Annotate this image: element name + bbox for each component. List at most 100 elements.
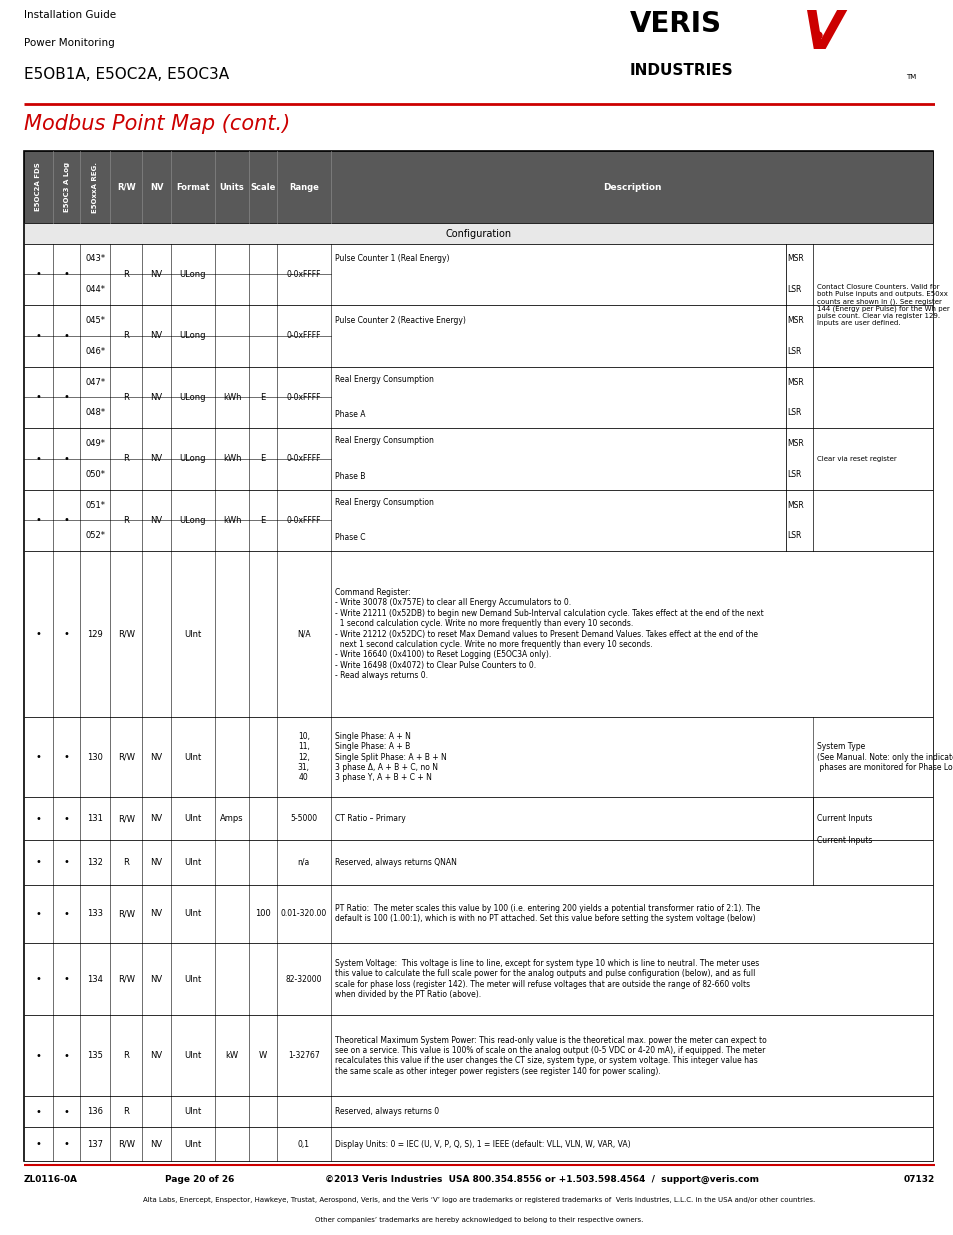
Text: R/W: R/W: [117, 814, 134, 823]
Text: 0-0xFFFF: 0-0xFFFF: [286, 516, 321, 525]
Text: R: R: [123, 331, 129, 341]
Text: NV: NV: [151, 454, 162, 463]
Text: 044*: 044*: [85, 285, 105, 294]
Text: UInt: UInt: [184, 630, 201, 638]
Text: •: •: [64, 974, 70, 984]
Text: Reserved, always returns 0: Reserved, always returns 0: [335, 1108, 438, 1116]
Text: NV: NV: [151, 393, 162, 401]
Text: •: •: [64, 1139, 70, 1149]
Text: ZL0116-0A: ZL0116-0A: [24, 1176, 78, 1184]
Text: MSR: MSR: [787, 440, 803, 448]
Text: MSR: MSR: [787, 500, 803, 510]
Text: Theoretical Maximum System Power: This read-only value is the theoretical max. p: Theoretical Maximum System Power: This r…: [335, 1036, 765, 1076]
Text: Pulse Counter 2 (Reactive Energy): Pulse Counter 2 (Reactive Energy): [335, 316, 465, 325]
Bar: [24, 1015, 932, 1095]
Text: UInt: UInt: [184, 1108, 201, 1116]
Text: R/W: R/W: [117, 974, 134, 983]
Text: NV: NV: [151, 974, 162, 983]
Text: Clear via reset register: Clear via reset register: [816, 456, 896, 462]
Text: •: •: [64, 331, 70, 341]
Text: E: E: [260, 454, 265, 463]
Text: 1-32767: 1-32767: [288, 1051, 319, 1060]
Text: R/W: R/W: [117, 752, 134, 762]
Text: NV: NV: [151, 270, 162, 279]
Bar: [24, 551, 932, 716]
Text: Page 20 of 26: Page 20 of 26: [165, 1176, 234, 1184]
Text: ©2013 Veris Industries  USA 800.354.8556 or +1.503.598.4564  /  support@veris.co: ©2013 Veris Industries USA 800.354.8556 …: [324, 1176, 758, 1184]
Text: System Voltage:  This voltage is line to line, except for system type 10 which i: System Voltage: This voltage is line to …: [335, 960, 759, 999]
Text: LSR: LSR: [787, 409, 801, 417]
Text: LSR: LSR: [787, 347, 801, 356]
Bar: [24, 243, 932, 305]
Text: MSR: MSR: [787, 254, 803, 263]
Text: Format: Format: [176, 183, 210, 191]
Text: Alta Labs, Enercept, Enspector, Hawkeye, Trustat, Aerospond, Veris, and the Veri: Alta Labs, Enercept, Enspector, Hawkeye,…: [143, 1197, 815, 1203]
Text: MSR: MSR: [787, 378, 803, 387]
Text: •: •: [35, 857, 41, 867]
Text: 82-32000: 82-32000: [285, 974, 322, 983]
Text: Contact Closure Counters. Valid for
both Pulse inputs and outputs. E50xx
counts : Contact Closure Counters. Valid for both…: [816, 284, 948, 326]
Text: •: •: [35, 1139, 41, 1149]
Text: NV: NV: [151, 909, 162, 918]
Text: NV: NV: [151, 752, 162, 762]
Text: •: •: [35, 814, 41, 824]
Text: •: •: [35, 752, 41, 762]
Text: NV: NV: [151, 1051, 162, 1060]
Text: 100: 100: [254, 909, 271, 918]
Text: NV: NV: [151, 1140, 162, 1149]
Text: Description: Description: [602, 183, 660, 191]
Text: V: V: [802, 9, 842, 61]
Text: •: •: [64, 269, 70, 279]
Text: •: •: [64, 515, 70, 525]
Text: •: •: [35, 393, 41, 403]
Text: N/A: N/A: [296, 630, 311, 638]
Text: E: E: [260, 516, 265, 525]
Text: Real Energy Consumption: Real Energy Consumption: [335, 498, 434, 506]
Text: •: •: [64, 752, 70, 762]
Text: 046*: 046*: [85, 347, 105, 356]
Text: E5OxxA REG.: E5OxxA REG.: [92, 162, 98, 212]
Text: LSR: LSR: [787, 531, 801, 541]
Text: Current Inputs: Current Inputs: [816, 836, 871, 846]
Text: UInt: UInt: [184, 974, 201, 983]
Text: R/W: R/W: [117, 909, 134, 918]
Text: 131: 131: [87, 814, 103, 823]
Text: 130: 130: [87, 752, 103, 762]
Text: UInt: UInt: [184, 814, 201, 823]
Text: 051*: 051*: [85, 500, 105, 510]
Text: Units: Units: [219, 183, 244, 191]
Bar: [24, 1095, 932, 1128]
Bar: [24, 305, 932, 367]
Text: Reserved, always returns QNAN: Reserved, always returns QNAN: [335, 858, 456, 867]
Text: UInt: UInt: [184, 1140, 201, 1149]
Text: UInt: UInt: [184, 752, 201, 762]
Text: CT Ratio – Primary: CT Ratio – Primary: [335, 814, 405, 823]
Text: Other companies’ trademarks are hereby acknowledged to belong to their respectiv: Other companies’ trademarks are hereby a…: [314, 1216, 643, 1223]
Text: ULong: ULong: [179, 331, 206, 341]
Text: 047*: 047*: [85, 378, 105, 387]
Text: Amps: Amps: [220, 814, 244, 823]
Text: 10,
11,
12,
31,
40: 10, 11, 12, 31, 40: [297, 732, 310, 782]
Text: 0-0xFFFF: 0-0xFFFF: [286, 393, 321, 401]
Text: •: •: [35, 909, 41, 919]
Text: R/W: R/W: [117, 630, 134, 638]
Text: MSR: MSR: [787, 316, 803, 325]
Text: 137: 137: [87, 1140, 103, 1149]
Text: R: R: [123, 516, 129, 525]
Text: System Type
(See Manual. Note: only the indicated
 phases are monitored for Phas: System Type (See Manual. Note: only the …: [816, 742, 953, 772]
Text: R/W: R/W: [117, 1140, 134, 1149]
Text: 052*: 052*: [85, 531, 105, 541]
Text: R: R: [123, 270, 129, 279]
Bar: [24, 884, 932, 942]
Text: VERIS: VERIS: [629, 10, 721, 38]
Text: •: •: [35, 331, 41, 341]
Text: W: W: [258, 1051, 267, 1060]
Bar: [24, 1128, 932, 1161]
Text: 129: 129: [88, 630, 103, 638]
Text: NV: NV: [150, 183, 163, 191]
Text: n/a: n/a: [297, 858, 310, 867]
Text: •: •: [64, 1107, 70, 1116]
Text: E5OB1A, E5OC2A, E5OC3A: E5OB1A, E5OC2A, E5OC3A: [24, 67, 229, 82]
Text: •: •: [64, 909, 70, 919]
Text: LSR: LSR: [787, 469, 801, 479]
